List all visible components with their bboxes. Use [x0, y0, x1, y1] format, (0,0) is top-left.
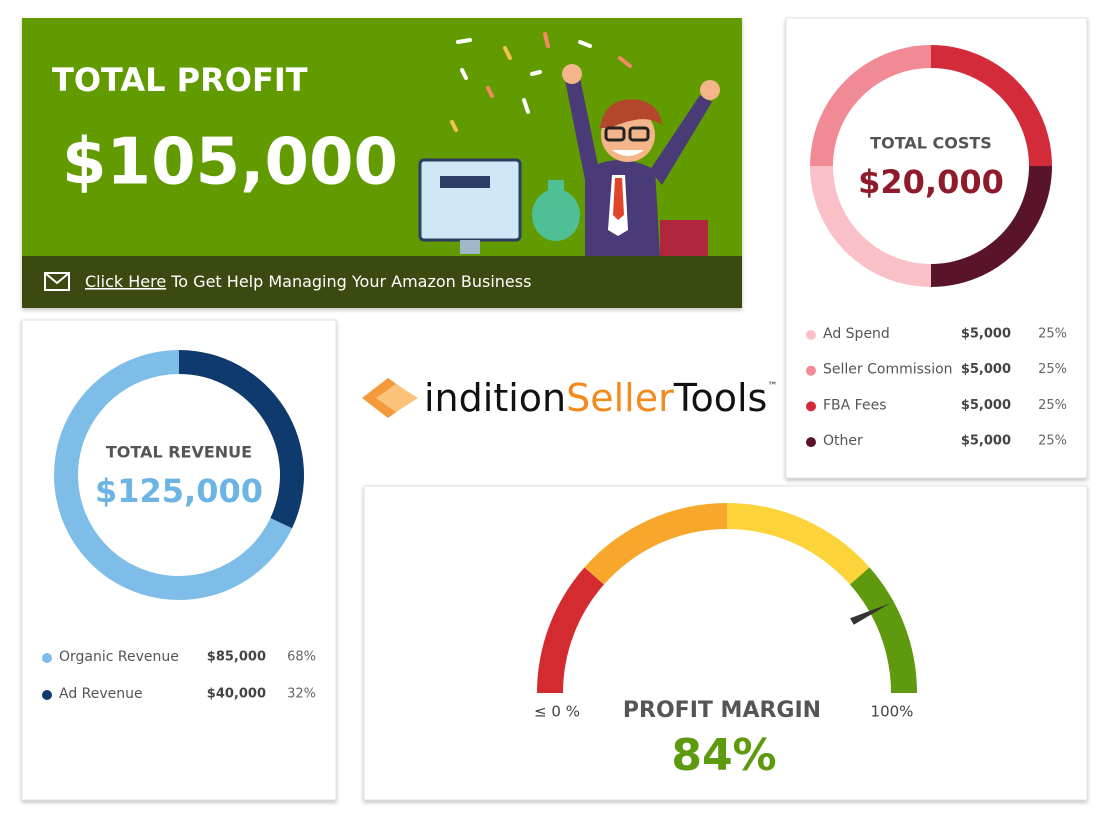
legend-dot [806, 330, 816, 340]
legend-dot [806, 365, 816, 376]
legend-percent: 25% [1038, 362, 1067, 377]
illustration [418, 32, 720, 256]
legend-percent: 25% [1038, 398, 1067, 413]
gauge-value: 84% [671, 730, 776, 781]
legend-percent: 68% [287, 650, 316, 665]
help-link[interactable]: Click Here [85, 272, 166, 291]
gauge-card [363, 485, 1088, 801]
legend-name: Ad Revenue [59, 686, 143, 702]
legend-name: Ad Spend [823, 326, 890, 342]
gauge-tick-label: ≤ 0 % [534, 703, 580, 721]
donut-segment [810, 166, 931, 287]
donut-segment [179, 350, 304, 529]
profit-amount: $105,000 [62, 126, 398, 200]
donut-total: $125,000 [95, 472, 263, 510]
logo: inditionSellerTools™ [362, 376, 777, 420]
legend-amount: $5,000 [961, 434, 1011, 449]
legend-dot [806, 401, 816, 412]
legend-amount: $5,000 [961, 362, 1011, 377]
legend-percent: 32% [287, 687, 316, 702]
donut-title: TOTAL COSTS [870, 134, 992, 153]
legend-amount: $40,000 [207, 687, 266, 702]
legend-dot [806, 437, 816, 448]
logo-mark: ™ [767, 381, 777, 392]
banner: Click Here To Get Help Managing Your Ama… [85, 272, 531, 291]
profit-title: TOTAL PROFIT [52, 61, 308, 99]
donut-title: TOTAL REVENUE [106, 443, 252, 462]
banner-text: To Get Help Managing Your Amazon Busines… [170, 272, 531, 291]
donut-segment [931, 166, 1052, 287]
revenue-card [21, 319, 337, 801]
legend-dot [42, 653, 52, 663]
donut-total: $20,000 [858, 163, 1004, 201]
logo-part: Tools [673, 376, 768, 420]
legend-percent: 25% [1038, 434, 1067, 449]
legend-amount: $85,000 [207, 650, 266, 665]
legend-name: Organic Revenue [59, 649, 179, 665]
logo-part: Seller [566, 376, 674, 420]
logo-text: inditionSellerTools™ [424, 376, 777, 420]
legend-dot [42, 690, 52, 700]
legend-amount: $5,000 [961, 327, 1011, 342]
donut-segment [810, 45, 931, 166]
logo-part: indition [424, 376, 566, 420]
gauge-title: PROFIT MARGIN [623, 698, 821, 723]
legend-name: Other [823, 433, 863, 449]
mail-icon [44, 272, 70, 291]
gauge-tick-label: 100% [871, 703, 914, 721]
legend-name: FBA Fees [823, 397, 887, 413]
gauge-band [850, 567, 917, 693]
gauge-band [537, 567, 604, 693]
donut-segment [931, 45, 1052, 166]
legend-amount: $5,000 [961, 398, 1011, 413]
legend-name: Seller Commission [823, 362, 953, 378]
mail-icon-flap [44, 272, 70, 285]
gauge-needle [850, 603, 890, 625]
profit-card: TOTAL PROFIT $105,000 [22, 18, 742, 308]
gauge-band [584, 503, 727, 585]
banner-bg [22, 256, 742, 308]
legend-percent: 25% [1038, 327, 1067, 342]
gauge-band [727, 503, 870, 585]
